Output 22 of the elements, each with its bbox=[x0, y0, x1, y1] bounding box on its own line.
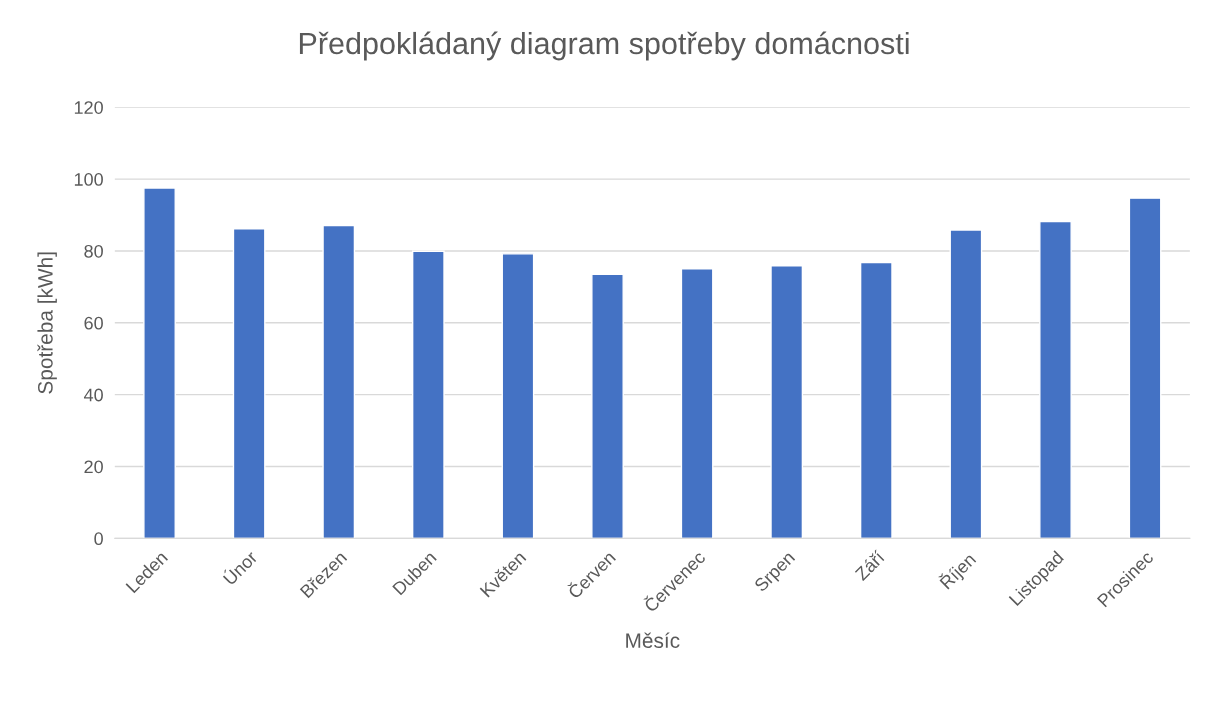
y-tick-label: 60 bbox=[84, 316, 103, 330]
bar bbox=[411, 250, 445, 539]
bar bbox=[1128, 197, 1162, 539]
chart-title: Předpokládaný diagram spotřeby domácnosti bbox=[299, 31, 909, 61]
y-tick-label: 0 bbox=[94, 532, 103, 546]
bar bbox=[591, 273, 624, 539]
y-tick-label: 20 bbox=[84, 460, 103, 474]
bar bbox=[859, 261, 893, 539]
y-tick-label: 120 bbox=[74, 101, 103, 114]
y-tick-label: 100 bbox=[74, 173, 103, 186]
y-axis-title: Spotřeba [kWh] bbox=[37, 252, 57, 394]
bar bbox=[232, 227, 266, 539]
y-tick-label: 80 bbox=[84, 244, 103, 258]
y-tick-label: 40 bbox=[83, 388, 103, 402]
bar bbox=[143, 187, 176, 539]
bar bbox=[322, 224, 356, 539]
bar bbox=[770, 264, 804, 539]
bar bbox=[1039, 220, 1072, 539]
bar bbox=[949, 229, 983, 539]
x-axis-title: Měsíc bbox=[626, 632, 680, 648]
bar bbox=[680, 268, 714, 539]
bar bbox=[501, 253, 535, 539]
